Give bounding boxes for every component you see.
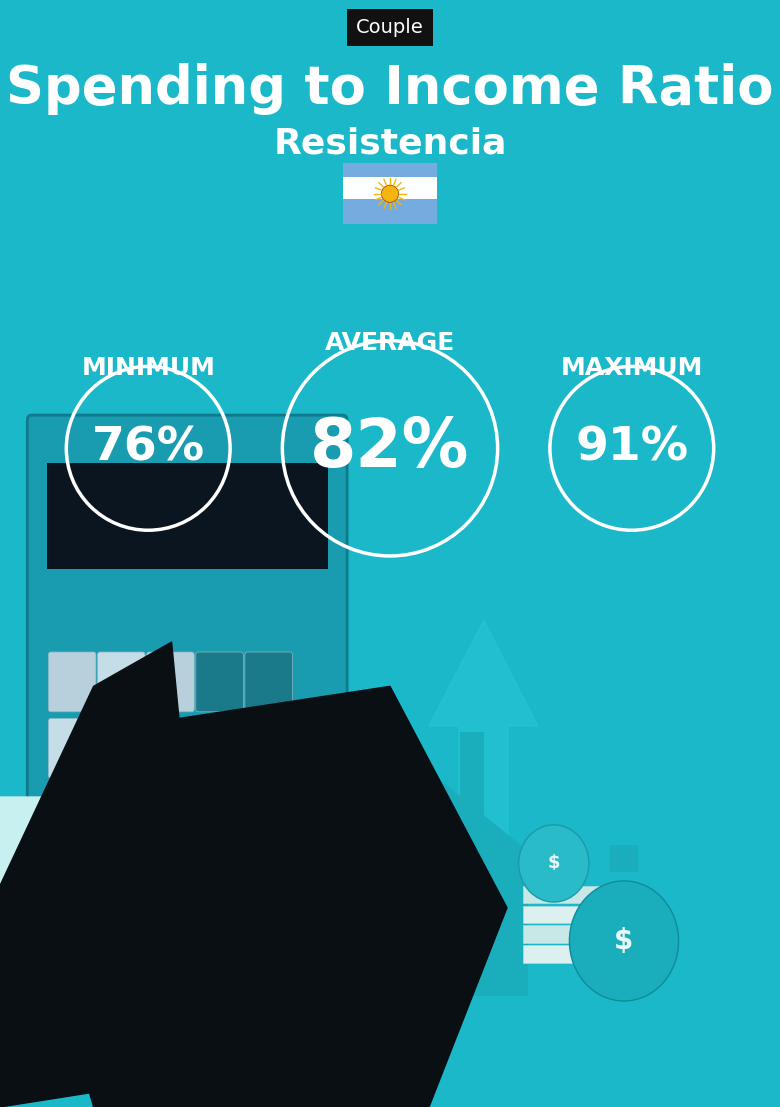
Polygon shape <box>0 797 140 908</box>
Polygon shape <box>226 609 367 941</box>
FancyBboxPatch shape <box>196 652 243 712</box>
FancyBboxPatch shape <box>98 851 145 911</box>
FancyBboxPatch shape <box>98 652 145 712</box>
Bar <box>523 945 601 963</box>
FancyBboxPatch shape <box>48 851 96 911</box>
FancyBboxPatch shape <box>48 652 96 712</box>
Bar <box>523 925 601 943</box>
Bar <box>343 164 437 189</box>
FancyBboxPatch shape <box>147 785 194 845</box>
FancyBboxPatch shape <box>196 851 243 911</box>
FancyBboxPatch shape <box>98 718 145 778</box>
FancyBboxPatch shape <box>48 785 96 845</box>
Text: MINIMUM: MINIMUM <box>81 355 215 380</box>
Bar <box>343 177 437 198</box>
FancyBboxPatch shape <box>27 415 347 958</box>
Ellipse shape <box>569 881 679 1001</box>
Polygon shape <box>140 974 452 1107</box>
Text: Spending to Income Ratio: Spending to Income Ratio <box>6 63 774 114</box>
Text: 76%: 76% <box>91 426 205 470</box>
Bar <box>384 902 427 996</box>
Polygon shape <box>429 620 538 886</box>
Text: Couple: Couple <box>356 18 424 38</box>
FancyBboxPatch shape <box>147 718 194 778</box>
FancyBboxPatch shape <box>147 652 194 712</box>
FancyBboxPatch shape <box>48 718 96 778</box>
Polygon shape <box>0 642 195 1107</box>
Bar <box>343 198 437 224</box>
Text: MAXIMUM: MAXIMUM <box>561 355 703 380</box>
Ellipse shape <box>381 185 399 203</box>
FancyBboxPatch shape <box>245 785 292 845</box>
Bar <box>47 463 328 569</box>
Polygon shape <box>62 686 507 1107</box>
Text: $: $ <box>548 855 560 872</box>
Text: Resistencia: Resistencia <box>273 127 507 161</box>
FancyBboxPatch shape <box>245 718 292 778</box>
Text: 91%: 91% <box>575 426 689 470</box>
Polygon shape <box>256 753 555 875</box>
Ellipse shape <box>519 825 589 902</box>
FancyBboxPatch shape <box>98 785 145 845</box>
Bar <box>523 906 601 923</box>
Text: AVERAGE: AVERAGE <box>325 331 455 355</box>
Bar <box>460 733 484 821</box>
Text: 82%: 82% <box>310 415 470 482</box>
Bar <box>523 886 601 903</box>
FancyBboxPatch shape <box>196 785 243 845</box>
Text: $: $ <box>615 927 633 955</box>
FancyBboxPatch shape <box>245 851 292 911</box>
FancyBboxPatch shape <box>245 652 292 712</box>
FancyBboxPatch shape <box>196 718 243 778</box>
Bar <box>610 845 638 872</box>
Bar <box>283 870 529 996</box>
FancyBboxPatch shape <box>147 851 194 911</box>
